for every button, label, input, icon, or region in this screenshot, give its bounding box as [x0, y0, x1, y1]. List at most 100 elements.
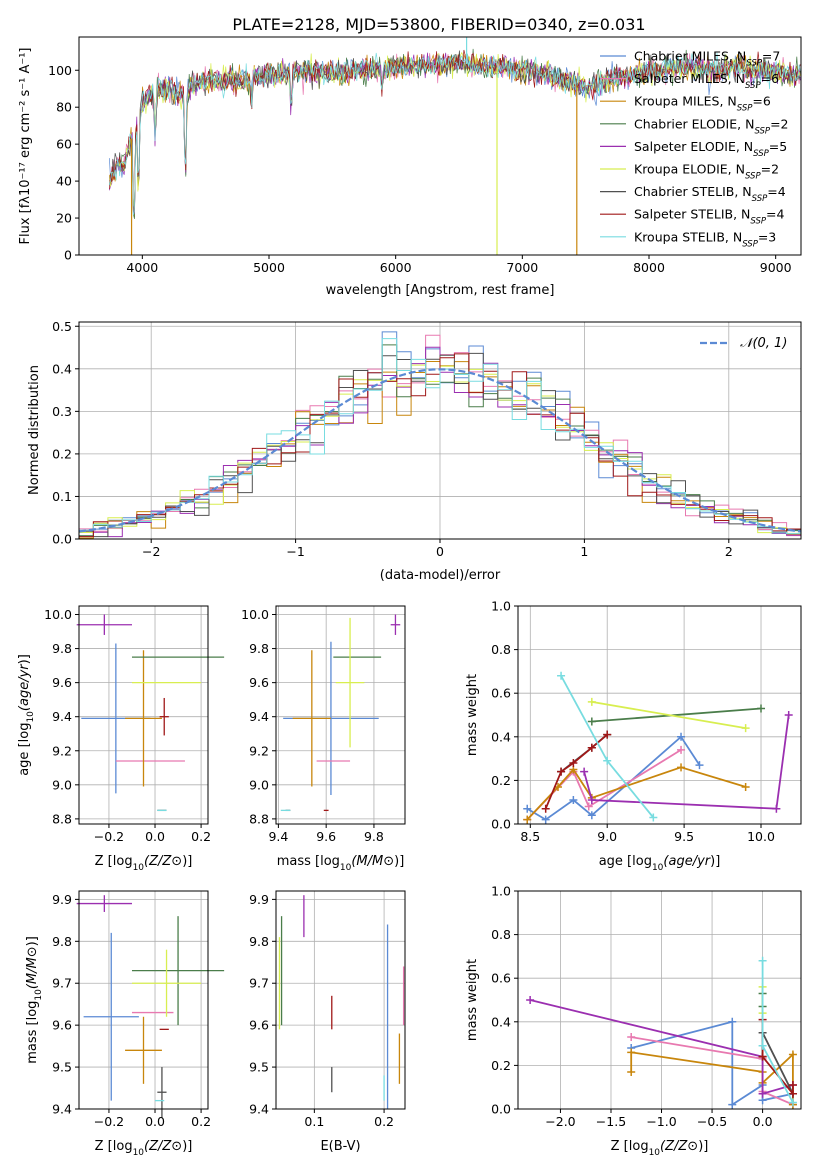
- y-tick-label: 1.0: [491, 599, 511, 614]
- y-tick-label: 9.4: [52, 709, 72, 724]
- residual-histogram-7: [79, 353, 801, 538]
- axes-border: [78, 890, 209, 1110]
- x-tick-label: 5000: [253, 260, 285, 275]
- y-tick-label: 8.8: [52, 811, 72, 826]
- x-axis-label: mass [log10(M/M⊙)]: [277, 854, 405, 873]
- series-4: [580, 711, 793, 813]
- y-tick-label: 0.4: [52, 361, 72, 376]
- y-tick-label: 9.5: [52, 1060, 72, 1075]
- series-5: [587, 697, 750, 733]
- legend-entry-label: Kroupa ELODIE, NSSP=2: [634, 162, 779, 182]
- y-tick-label: 9.2: [52, 743, 72, 758]
- y-tick-label: 9.7: [249, 976, 269, 991]
- axes-frame: −2.0 −1.5 −1.0 −0.5 0.0 0.0 0.2 0.4 0.6 0.8 1.0: [491, 884, 802, 1129]
- x-tick-label: −1: [286, 544, 304, 559]
- x-tick-label: 9.8: [364, 829, 384, 844]
- y-tick-label: 0.0: [491, 1102, 511, 1117]
- axes-border: [517, 890, 802, 1110]
- x-tick-label: 0.0: [145, 829, 165, 844]
- y-tick-label: 9.7: [52, 976, 72, 991]
- y-tick-label: 9.6: [249, 675, 269, 690]
- x-tick-label: 8.5: [520, 829, 540, 844]
- x-tick-label: 7000: [506, 260, 538, 275]
- series-marker: [569, 758, 578, 767]
- x-tick-label: 0.2: [374, 1114, 394, 1129]
- x-tick-label: −0.5: [697, 1114, 727, 1129]
- series-marker: [584, 802, 593, 811]
- series-marker: [523, 804, 532, 813]
- x-tick-label: 0.2: [191, 1114, 211, 1129]
- series-marker: [557, 671, 566, 680]
- series-line: [529, 999, 794, 1095]
- axes-border: [275, 890, 406, 1110]
- axes-border: [275, 605, 406, 825]
- y-tick-label: 0.3: [52, 404, 72, 419]
- errorbar-point-0: [83, 932, 139, 1101]
- y-tick-label: 9.5: [249, 1060, 269, 1075]
- series-marker: [677, 763, 686, 772]
- x-tick-label: 0: [436, 544, 444, 559]
- x-tick-label: 9.4: [268, 829, 288, 844]
- series-marker: [758, 1041, 767, 1050]
- series-marker: [772, 804, 781, 813]
- errorbar-point-4: [76, 614, 132, 635]
- spectrum-panel: 4000 5000 6000 7000 8000 9000 0 20 40 60 80 100 wave…: [18, 36, 802, 298]
- series-line: [583, 714, 790, 810]
- y-tick-label: 9.6: [52, 1018, 72, 1033]
- x-tick-label: 0.2: [191, 829, 211, 844]
- x-axis-label: Z [log10(Z/Z⊙)]: [611, 1139, 709, 1158]
- series-marker: [587, 796, 596, 805]
- series-marker: [741, 724, 750, 733]
- legend-entry-label: Chabrier STELIB, NSSP=4: [634, 184, 786, 204]
- spectrum-line-6: [109, 50, 801, 214]
- x-tick-label: 2: [725, 544, 733, 559]
- x-axis-label: Z [log10(Z/Z⊙)]: [95, 1139, 193, 1158]
- x-axis-label: age [log10(age/yr)]: [599, 854, 721, 873]
- x-tick-label: 9.0: [597, 829, 617, 844]
- plot-area: [280, 614, 401, 812]
- y-axis-label: Flux [fλ10⁻¹⁷ erg cm⁻² s⁻¹ A⁻¹]: [18, 48, 33, 245]
- series-marker: [677, 732, 686, 741]
- grid: [276, 891, 405, 1110]
- legend-entry-label: Salpeter MILES, NSSP=6: [634, 71, 779, 91]
- axes-frame: 8.5 9.0 9.5 10.0 0.0 0.2 0.4 0.6 0.8 1.0: [491, 599, 802, 844]
- errorbar-point-4: [76, 895, 132, 912]
- grid: [276, 606, 405, 824]
- y-tick-label: 9.8: [52, 934, 72, 949]
- errorbar-point-2: [125, 650, 162, 787]
- legend-entry-label: Chabrier MILES, NSSP=7: [634, 49, 780, 69]
- y-tick-label: 0.1: [52, 489, 72, 504]
- x-tick-label: 9.5: [674, 829, 694, 844]
- y-axis-label: mass [log10(M/M⊙)]: [25, 936, 44, 1064]
- errorbar-point-5: [335, 617, 365, 748]
- y-tick-label: 40: [56, 174, 72, 189]
- series-marker: [541, 815, 550, 824]
- y-tick-label: 100: [48, 63, 72, 78]
- x-axis-label: wavelength [Angstrom, rest frame]: [326, 283, 555, 298]
- age-vs-metallicity-panel: −0.2 0.0 0.2 8.8 9.0 9.2 9.4 9.6 9.8 10.0 Z [log10…: [17, 605, 225, 873]
- axes-frame: 0.1 0.2 9.4 9.5 9.6 9.7 9.8 9.9: [249, 890, 406, 1129]
- axes-border: [78, 605, 209, 825]
- y-tick-label: 0.0: [491, 817, 511, 832]
- series-marker: [541, 804, 550, 813]
- x-tick-label: 6000: [380, 260, 412, 275]
- x-axis-label: (data-model)/error: [380, 568, 501, 583]
- series-line: [526, 735, 701, 821]
- series-marker: [758, 1052, 767, 1061]
- errorbar-point-3: [131, 916, 225, 1026]
- legend-entry-label: Chabrier ELODIE, NSSP=2: [634, 116, 789, 136]
- axes-border: [78, 36, 802, 256]
- y-axis-label: mass weight: [465, 959, 480, 1041]
- massweight-vs-metallicity-panel: −2.0 −1.5 −1.0 −0.5 0.0 0.0 0.2 0.4 0.6 0.8 1.0 Z […: [465, 884, 802, 1158]
- x-tick-label: −0.2: [94, 829, 124, 844]
- series-8: [557, 671, 658, 822]
- y-tick-label: 0.2: [52, 446, 72, 461]
- mass-vs-ebv-panel: 0.1 0.2 9.4 9.5 9.6 9.7 9.8 9.9 E(B-V): [249, 890, 406, 1154]
- axes-frame: −0.2 0.0 0.2 8.8 9.0 9.2 9.4 9.6 9.8 10.0: [44, 605, 211, 844]
- x-axis-label: E(B-V): [320, 1139, 360, 1154]
- figure-title: PLATE=2128, MJD=53800, FIBERID=0340, z=0…: [232, 15, 645, 34]
- series-marker: [758, 1089, 767, 1098]
- x-tick-label: 0.0: [145, 1114, 165, 1129]
- series-6: [758, 1028, 797, 1098]
